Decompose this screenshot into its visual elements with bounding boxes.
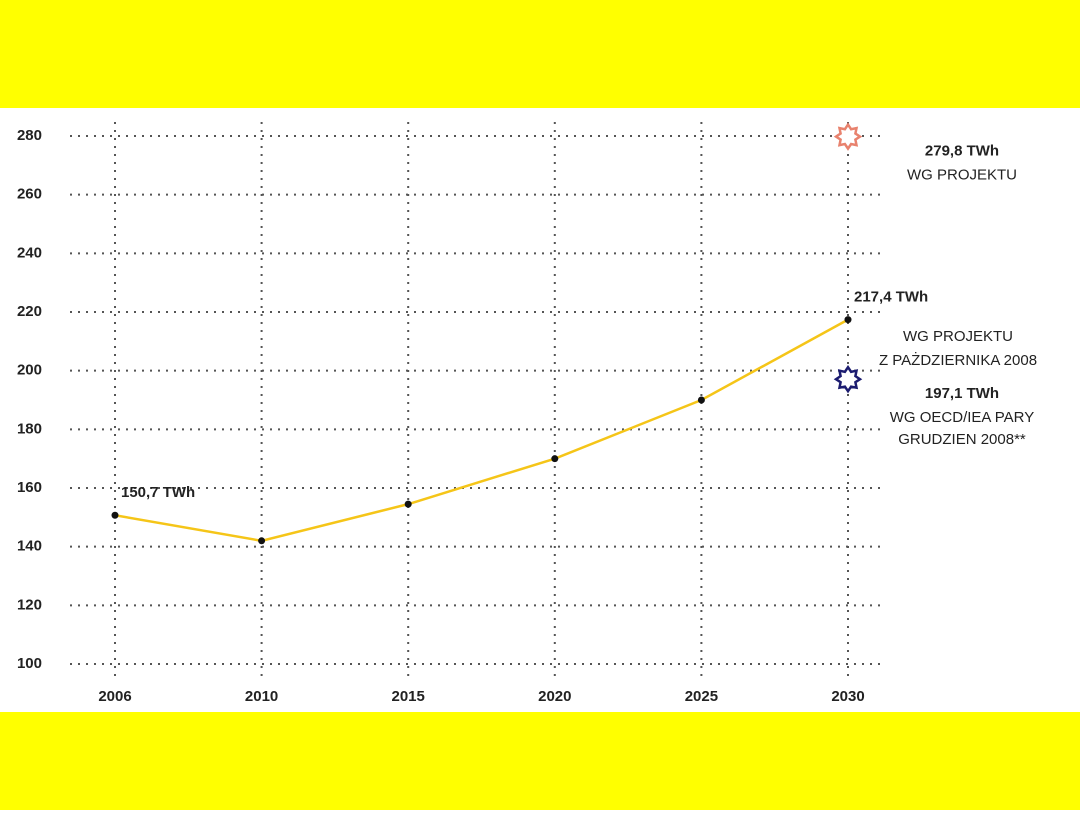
data-point [404,500,412,508]
data-line [114,318,849,543]
top-band [0,0,1080,108]
data-point [697,396,705,404]
data-point [258,537,266,545]
data-point [111,511,119,519]
annotation-value: 279,8 TWh [925,143,999,160]
y-tick-label: 100 [17,655,42,672]
y-tick-label: 180 [17,420,42,437]
y-tick-label: 160 [17,479,42,496]
y-tick-label: 220 [17,303,42,320]
x-tick-label: 2025 [685,688,718,705]
y-tick-label: 140 [17,538,42,555]
y-tick-label: 200 [17,362,42,379]
y-tick-label: 120 [17,596,42,613]
x-tick-label: 2006 [98,688,131,705]
value-label: 150,7 TWh [121,484,195,501]
line-note: Z PAŻDZIERNIKA 2008 [879,351,1037,369]
annotation-value: 197,1 TWh [925,385,999,402]
plot-background [0,108,1080,712]
line-note: WG PROJEKTU [903,328,1013,345]
annotation-marker [833,122,863,151]
x-tick-label: 2030 [831,688,864,705]
bottom-band [0,712,1080,810]
annotation-text: WG OECD/IEA PARY [890,409,1034,426]
annotation-text: GRUDZIEN 2008** [898,431,1026,448]
annotation-marker [833,364,863,394]
y-tick-label: 240 [17,244,42,261]
data-point [844,316,852,324]
y-tick-label: 280 [17,127,42,144]
annotation-text: WG PROJEKTU [907,167,1017,184]
x-tick-label: 2010 [245,688,278,705]
x-tick-label: 2020 [538,688,571,705]
y-tick-label: 260 [17,186,42,203]
x-tick-label: 2015 [392,688,425,705]
value-label: 217,4 TWh [854,289,928,306]
data-point [551,455,559,463]
